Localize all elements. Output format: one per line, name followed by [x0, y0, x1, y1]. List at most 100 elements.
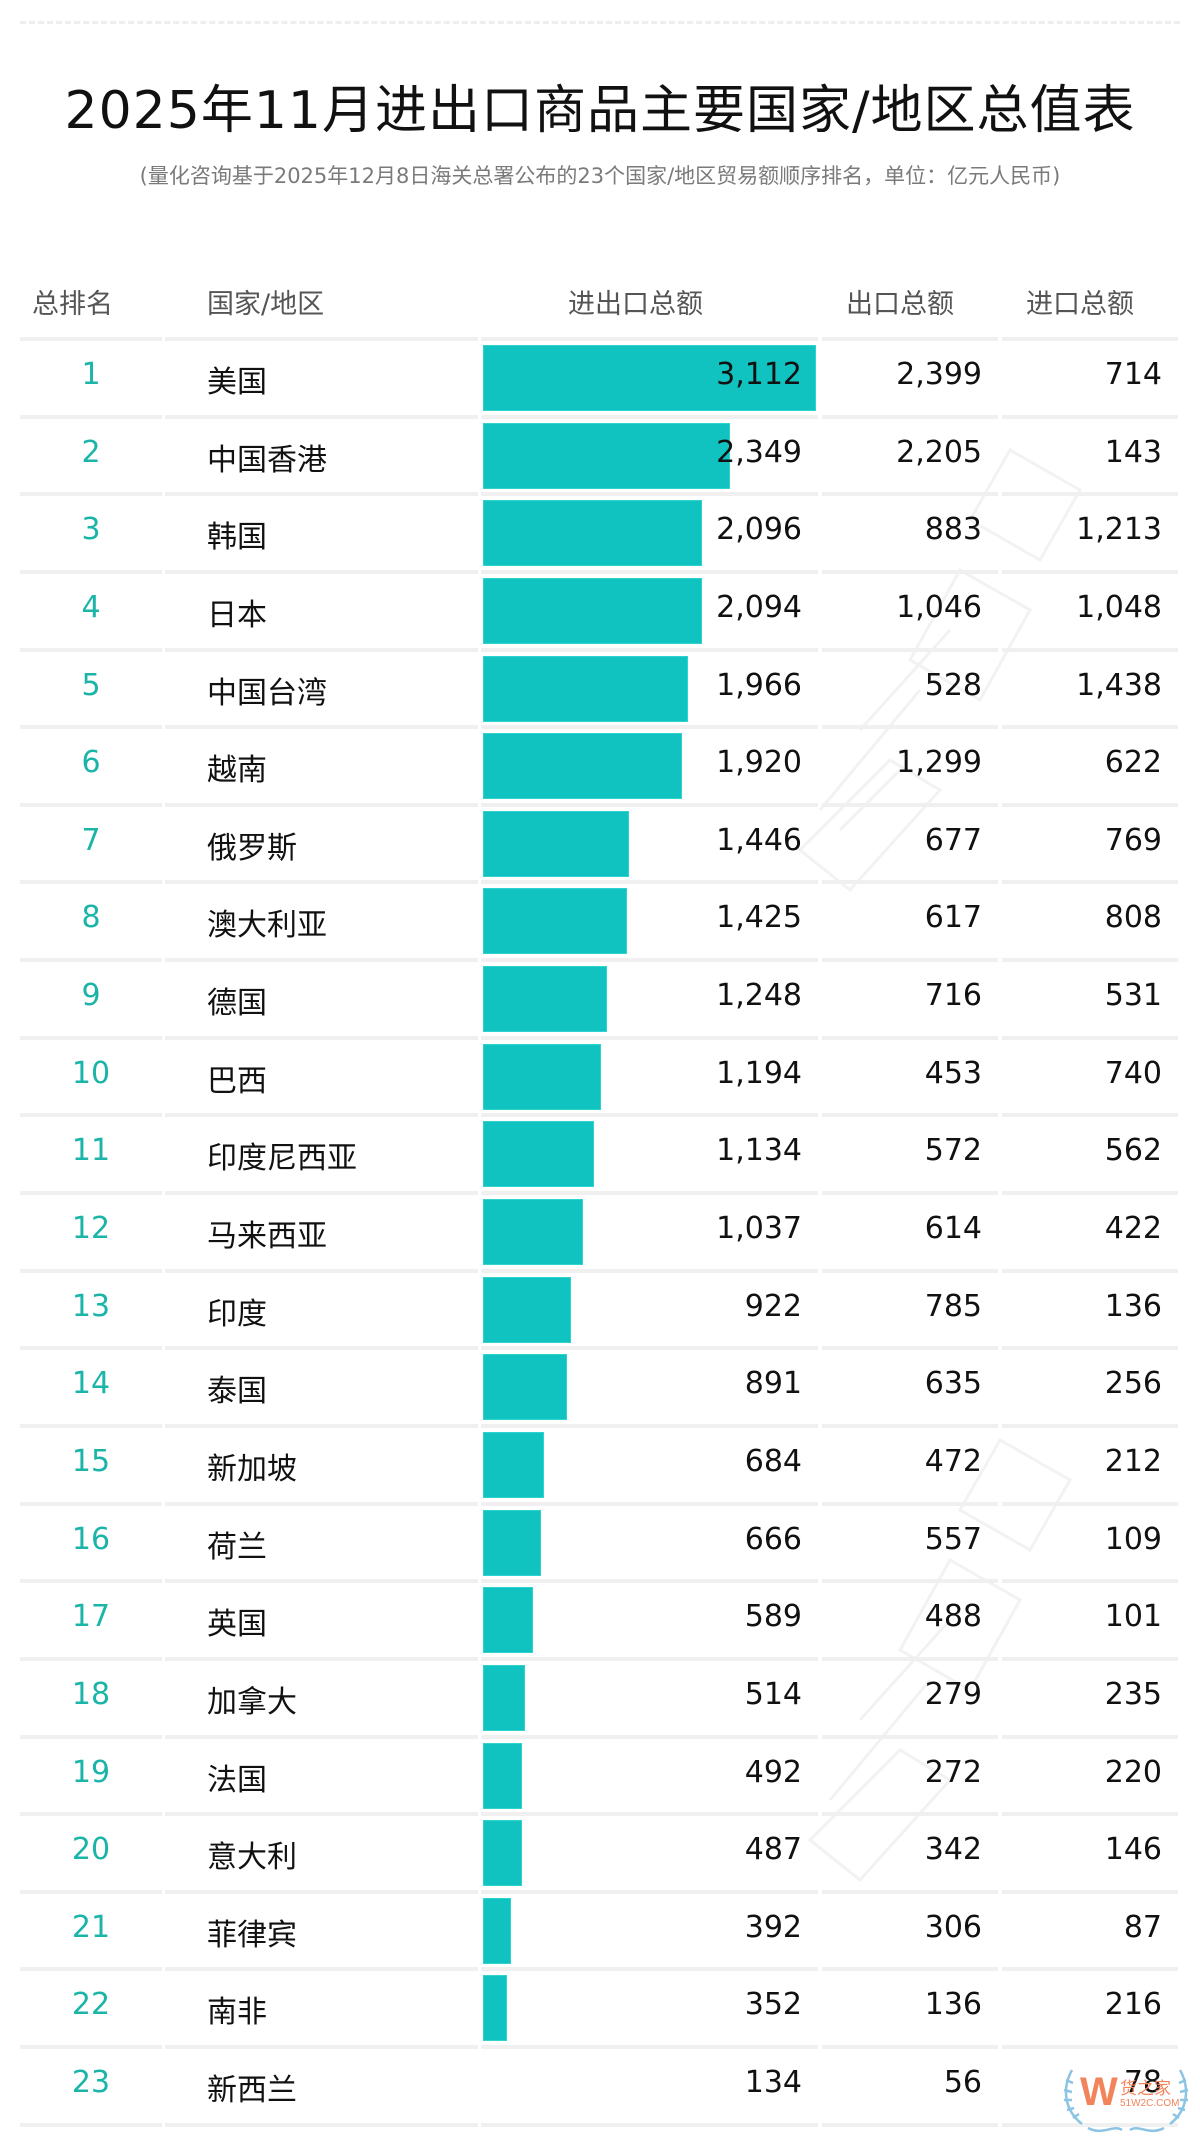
- rank-number: 21: [71, 1909, 111, 1945]
- total-value: 3,112: [716, 357, 802, 392]
- rank-number: 6: [81, 745, 101, 781]
- country-cell: 菲律宾: [165, 1889, 478, 1968]
- rank-cell: 5: [20, 647, 162, 726]
- import-value: 220: [1104, 1754, 1162, 1790]
- country-name: 南非: [207, 1995, 267, 2031]
- total-value: 1,248: [716, 978, 802, 1014]
- country-name: 法国: [207, 1762, 267, 1798]
- import-value: 78: [1123, 2065, 1162, 2101]
- import-cell: 562: [1002, 1113, 1178, 1191]
- export-cell: 2,399: [822, 337, 998, 415]
- country-name: 加拿大: [207, 1684, 297, 1720]
- total-bar: [483, 1820, 522, 1887]
- total-value: 666: [744, 1521, 802, 1557]
- import-value: 1,213: [1076, 512, 1162, 548]
- rank-number: 23: [71, 2065, 111, 2101]
- rank-cell: 1: [20, 337, 162, 415]
- country-cell: 俄罗斯: [165, 802, 478, 881]
- country-name: 意大利: [207, 1840, 297, 1876]
- table-row: 19 法国 492 272 220: [20, 1734, 1180, 1813]
- import-cell: 143: [1002, 414, 1178, 493]
- export-value: 272: [924, 1754, 982, 1790]
- import-cell: 109: [1002, 1501, 1178, 1580]
- total-bar: [483, 1431, 544, 1498]
- country-name: 韩国: [207, 520, 267, 556]
- total-cell: 352: [481, 1967, 818, 2045]
- total-value: 392: [744, 1909, 802, 1945]
- table-row: 4 日本 2,094 1,046 1,048: [20, 569, 1180, 648]
- total-bar: [483, 655, 688, 722]
- export-cell: 56: [822, 2045, 998, 2123]
- rank-number: 14: [71, 1366, 111, 1402]
- export-cell: 635: [822, 1346, 998, 1424]
- country-name: 德国: [207, 986, 267, 1022]
- import-value: 1,438: [1076, 667, 1162, 703]
- page-subtitle: (量化咨询基于2025年12月8日海关总署公布的23个国家/地区贸易额顺序排名，…: [139, 164, 1061, 188]
- total-bar: [483, 1121, 594, 1188]
- total-bar: [483, 810, 629, 877]
- country-cell: 法国: [165, 1734, 478, 1813]
- export-value: 1,046: [896, 589, 982, 625]
- import-cell: 808: [1002, 880, 1178, 958]
- country-name: 印度尼西亚: [207, 1141, 357, 1177]
- import-cell: 235: [1002, 1656, 1178, 1735]
- rank-number: 2: [81, 434, 101, 470]
- export-value: 617: [924, 900, 982, 936]
- trade-table: 总排名 国家/地区 进出口总额 出口总额 进口总额 1 美国 3,112 2,3…: [20, 270, 1180, 2127]
- import-value: 146: [1104, 1832, 1162, 1868]
- table-row: 6 越南 1,920 1,299 622: [20, 725, 1180, 803]
- logo-mark: W: [1080, 2070, 1118, 2114]
- import-value: 714: [1104, 357, 1162, 392]
- table-row: 21 菲律宾 392 306 87: [20, 1889, 1180, 1968]
- export-value: 56: [943, 2065, 982, 2101]
- export-value: 883: [924, 512, 982, 548]
- import-value: 622: [1104, 745, 1162, 781]
- laurel-wreath-icon: [1063, 2069, 1189, 2133]
- import-value: 101: [1104, 1599, 1162, 1635]
- export-cell: 883: [822, 492, 998, 570]
- export-cell: 272: [822, 1734, 998, 1813]
- total-bar: [483, 1043, 601, 1110]
- column-header-total: 进出口总额: [568, 289, 703, 320]
- country-name: 俄罗斯: [207, 830, 297, 866]
- export-cell: 342: [822, 1812, 998, 1890]
- export-cell: 472: [822, 1423, 998, 1502]
- rank-number: 8: [81, 900, 101, 936]
- total-bar: [483, 500, 702, 567]
- total-cell: 392: [481, 1889, 818, 1968]
- total-value: 684: [744, 1443, 802, 1479]
- total-cell: 1,446: [481, 802, 818, 881]
- import-value: 87: [1123, 1909, 1162, 1945]
- export-value: 635: [924, 1366, 982, 1402]
- country-cell: 新西兰: [165, 2045, 478, 2123]
- export-cell: 488: [822, 1579, 998, 1657]
- rank-cell: 14: [20, 1346, 162, 1424]
- total-value: 1,446: [716, 822, 802, 858]
- export-value: 306: [924, 1909, 982, 1945]
- country-cell: 德国: [165, 958, 478, 1036]
- total-value: 1,425: [716, 900, 802, 936]
- import-value: 740: [1104, 1055, 1162, 1091]
- export-cell: 677: [822, 802, 998, 881]
- export-cell: 306: [822, 1889, 998, 1968]
- import-cell: 101: [1002, 1579, 1178, 1657]
- country-name: 新加坡: [207, 1451, 297, 1487]
- total-cell: 3,112: [481, 337, 818, 415]
- export-cell: 453: [822, 1035, 998, 1114]
- rank-cell: 10: [20, 1035, 162, 1114]
- export-cell: 617: [822, 880, 998, 958]
- rank-cell: 13: [20, 1268, 162, 1347]
- export-cell: 572: [822, 1113, 998, 1191]
- rank-cell: 21: [20, 1889, 162, 1968]
- table-row: 10 巴西 1,194 453 740: [20, 1035, 1180, 1114]
- rank-number: 20: [71, 1832, 111, 1868]
- page-title: 2025年11月进出口商品主要国家/地区总值表: [64, 81, 1136, 141]
- table-row: 3 韩国 2,096 883 1,213: [20, 492, 1180, 570]
- logo-domain: 51W2C.COM: [1120, 2098, 1180, 2109]
- rank-number: 3: [81, 512, 101, 548]
- total-cell: 1,037: [481, 1191, 818, 1269]
- country-cell: 美国: [165, 337, 478, 415]
- country-name: 日本: [207, 597, 267, 633]
- rank-number: 19: [71, 1754, 111, 1790]
- rank-cell: 9: [20, 958, 162, 1036]
